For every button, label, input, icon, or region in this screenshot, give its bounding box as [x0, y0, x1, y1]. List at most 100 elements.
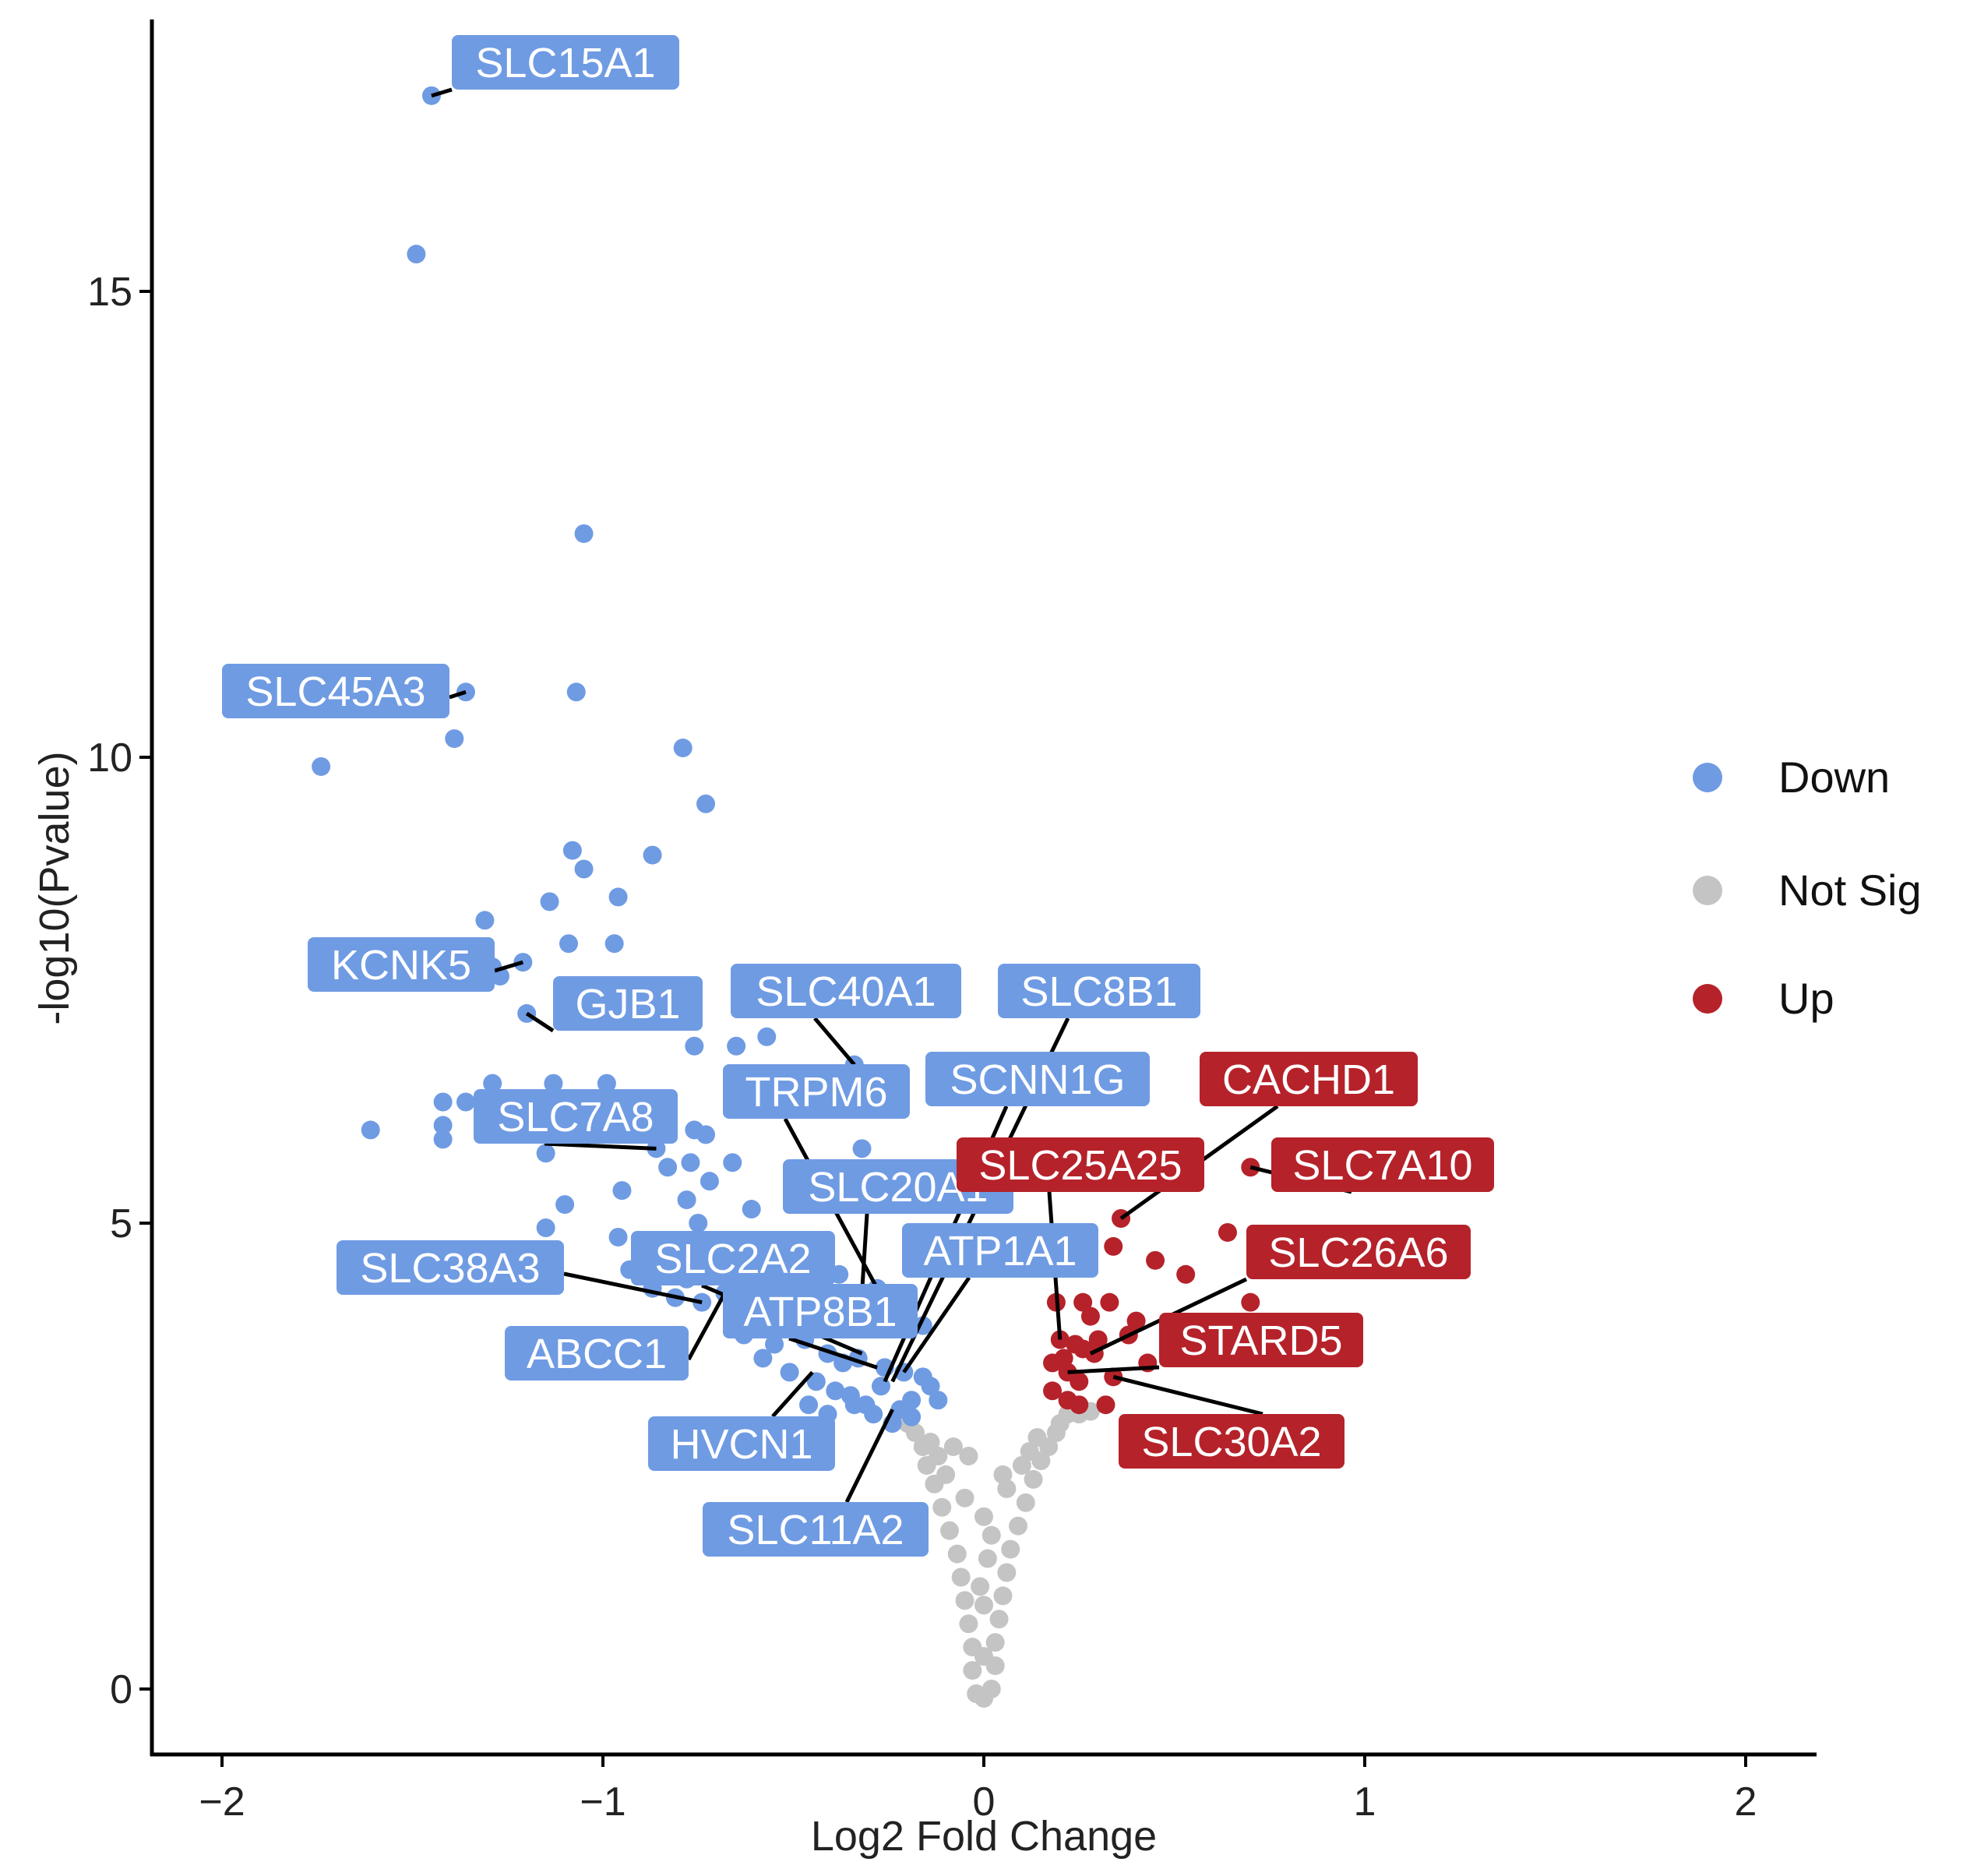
gene-label-box: [998, 964, 1200, 1018]
gene-label-kcnk5: KCNK5: [308, 937, 495, 992]
leader-slc40a1: [813, 1017, 856, 1067]
x-tick-label: −1: [580, 1779, 626, 1825]
point-down: [700, 1172, 719, 1191]
point-up: [1100, 1292, 1119, 1312]
point-up: [1126, 1311, 1146, 1331]
point-down: [742, 1200, 761, 1219]
point-up: [1096, 1395, 1115, 1415]
legend-label-up: Up: [1778, 974, 1834, 1023]
point-down: [597, 1074, 616, 1093]
point-down: [643, 845, 662, 865]
point-not-sig: [993, 1586, 1013, 1606]
gene-label-slc11a2: SLC11A2: [703, 1502, 929, 1557]
point-up: [1070, 1395, 1089, 1415]
gene-label-box: [337, 1240, 564, 1295]
gene-label-box: [1271, 1137, 1494, 1192]
point-down: [544, 1074, 563, 1093]
gene-label-box: [308, 937, 495, 992]
gene-label-slc25a25: SLC25A25: [957, 1137, 1204, 1192]
point-down: [689, 1214, 708, 1232]
point-down: [902, 1391, 922, 1410]
gene-label-slc15a1: SLC15A1: [452, 35, 679, 90]
point-down: [677, 1190, 696, 1210]
point-not-sig: [951, 1567, 971, 1587]
gene-label-box: [925, 1052, 1150, 1106]
leader-slc38a3: [563, 1271, 703, 1305]
point-down: [456, 1092, 475, 1112]
gene-label-box: [474, 1089, 678, 1144]
point-up: [1146, 1250, 1165, 1270]
point-down: [433, 1116, 453, 1135]
gene-label-atp1a1: ATP1A1: [902, 1223, 1098, 1278]
leader-slc30a2: [1112, 1374, 1263, 1416]
point-not-sig: [1001, 1539, 1020, 1559]
gene-label-box: [648, 1416, 835, 1471]
point-down: [902, 1407, 922, 1426]
leader-slc7a8: [544, 1141, 657, 1151]
point-down: [475, 911, 495, 930]
point-down: [361, 1120, 380, 1140]
gene-label-slc26a6: SLC26A6: [1246, 1225, 1471, 1279]
point-not-sig: [955, 1488, 974, 1508]
point-up: [1080, 1306, 1100, 1326]
gene-label-text: SLC40A1: [756, 968, 936, 1015]
gene-label-gjb1: GJB1: [553, 976, 703, 1031]
leader-atp8b1: [788, 1336, 878, 1370]
point-up: [1070, 1372, 1089, 1391]
point-not-sig: [974, 1647, 993, 1666]
point-down: [574, 859, 594, 879]
gene-label-text: SLC11A2: [727, 1507, 904, 1553]
point-not-sig: [959, 1447, 978, 1465]
leader-atp1a1: [902, 1276, 971, 1374]
point-down: [433, 1130, 453, 1149]
point-not-sig: [1027, 1428, 1047, 1448]
axes: [150, 19, 1817, 1757]
point-up: [1218, 1222, 1237, 1242]
point-down: [608, 1227, 628, 1247]
gene-label-text: CACHD1: [1222, 1056, 1395, 1103]
gene-label-text: SLC30A2: [1141, 1419, 1321, 1465]
gene-label-text: TRPM6: [745, 1069, 887, 1116]
point-down: [780, 1363, 799, 1382]
gene-label-text: SCNN1G: [950, 1056, 1125, 1103]
gene-label-box: [723, 1064, 910, 1119]
point-not-sig: [959, 1614, 978, 1634]
point-not-sig: [955, 1591, 974, 1610]
gene-label-slc38a3: SLC38A3: [337, 1240, 564, 1295]
gene-label-text: SLC45A3: [245, 668, 425, 715]
point-down: [658, 1158, 678, 1177]
y-axis-title: -log10(Pvalue): [31, 751, 78, 1024]
point-down: [562, 841, 582, 860]
gene-label-text: SLC7A8: [497, 1094, 654, 1141]
point-not-sig: [1009, 1516, 1028, 1536]
leader-gjb1: [525, 1011, 555, 1033]
legend-marker-down: [1693, 763, 1722, 792]
point-down: [921, 1377, 940, 1396]
point-not-sig: [1016, 1493, 1035, 1512]
point-up: [1054, 1349, 1073, 1368]
gene-label-atp8b1: ATP8B1: [723, 1284, 918, 1338]
point-down: [727, 1036, 746, 1056]
leader-slc45a3: [449, 689, 467, 700]
point-not-sig: [936, 1465, 956, 1484]
point-down: [566, 682, 586, 702]
point-not-sig: [947, 1544, 967, 1564]
gene-label-box: [902, 1223, 1098, 1278]
gene-label-scnn1g: SCNN1G: [925, 1052, 1150, 1106]
point-down: [696, 794, 716, 813]
gene-labels: SLC15A1 SLC45A3 KCNK5 GJB1 SLC40A1 SLC8B1 TRPM…: [222, 35, 1494, 1557]
point-up: [1073, 1339, 1093, 1359]
point-down: [483, 1074, 502, 1093]
point-down: [433, 1092, 453, 1112]
gene-label-box: [703, 1502, 929, 1557]
point-down: [673, 739, 693, 758]
point-down: [536, 1144, 555, 1163]
gene-label-box: [553, 976, 703, 1031]
gene-label-slc45a3: SLC45A3: [222, 664, 449, 718]
point-not-sig: [1024, 1469, 1043, 1489]
y-tick-label: 5: [110, 1201, 132, 1247]
gene-label-text: SLC15A1: [475, 40, 655, 86]
y-tick-label: 10: [87, 735, 132, 781]
point-down: [799, 1395, 819, 1415]
point-down: [765, 1335, 784, 1354]
